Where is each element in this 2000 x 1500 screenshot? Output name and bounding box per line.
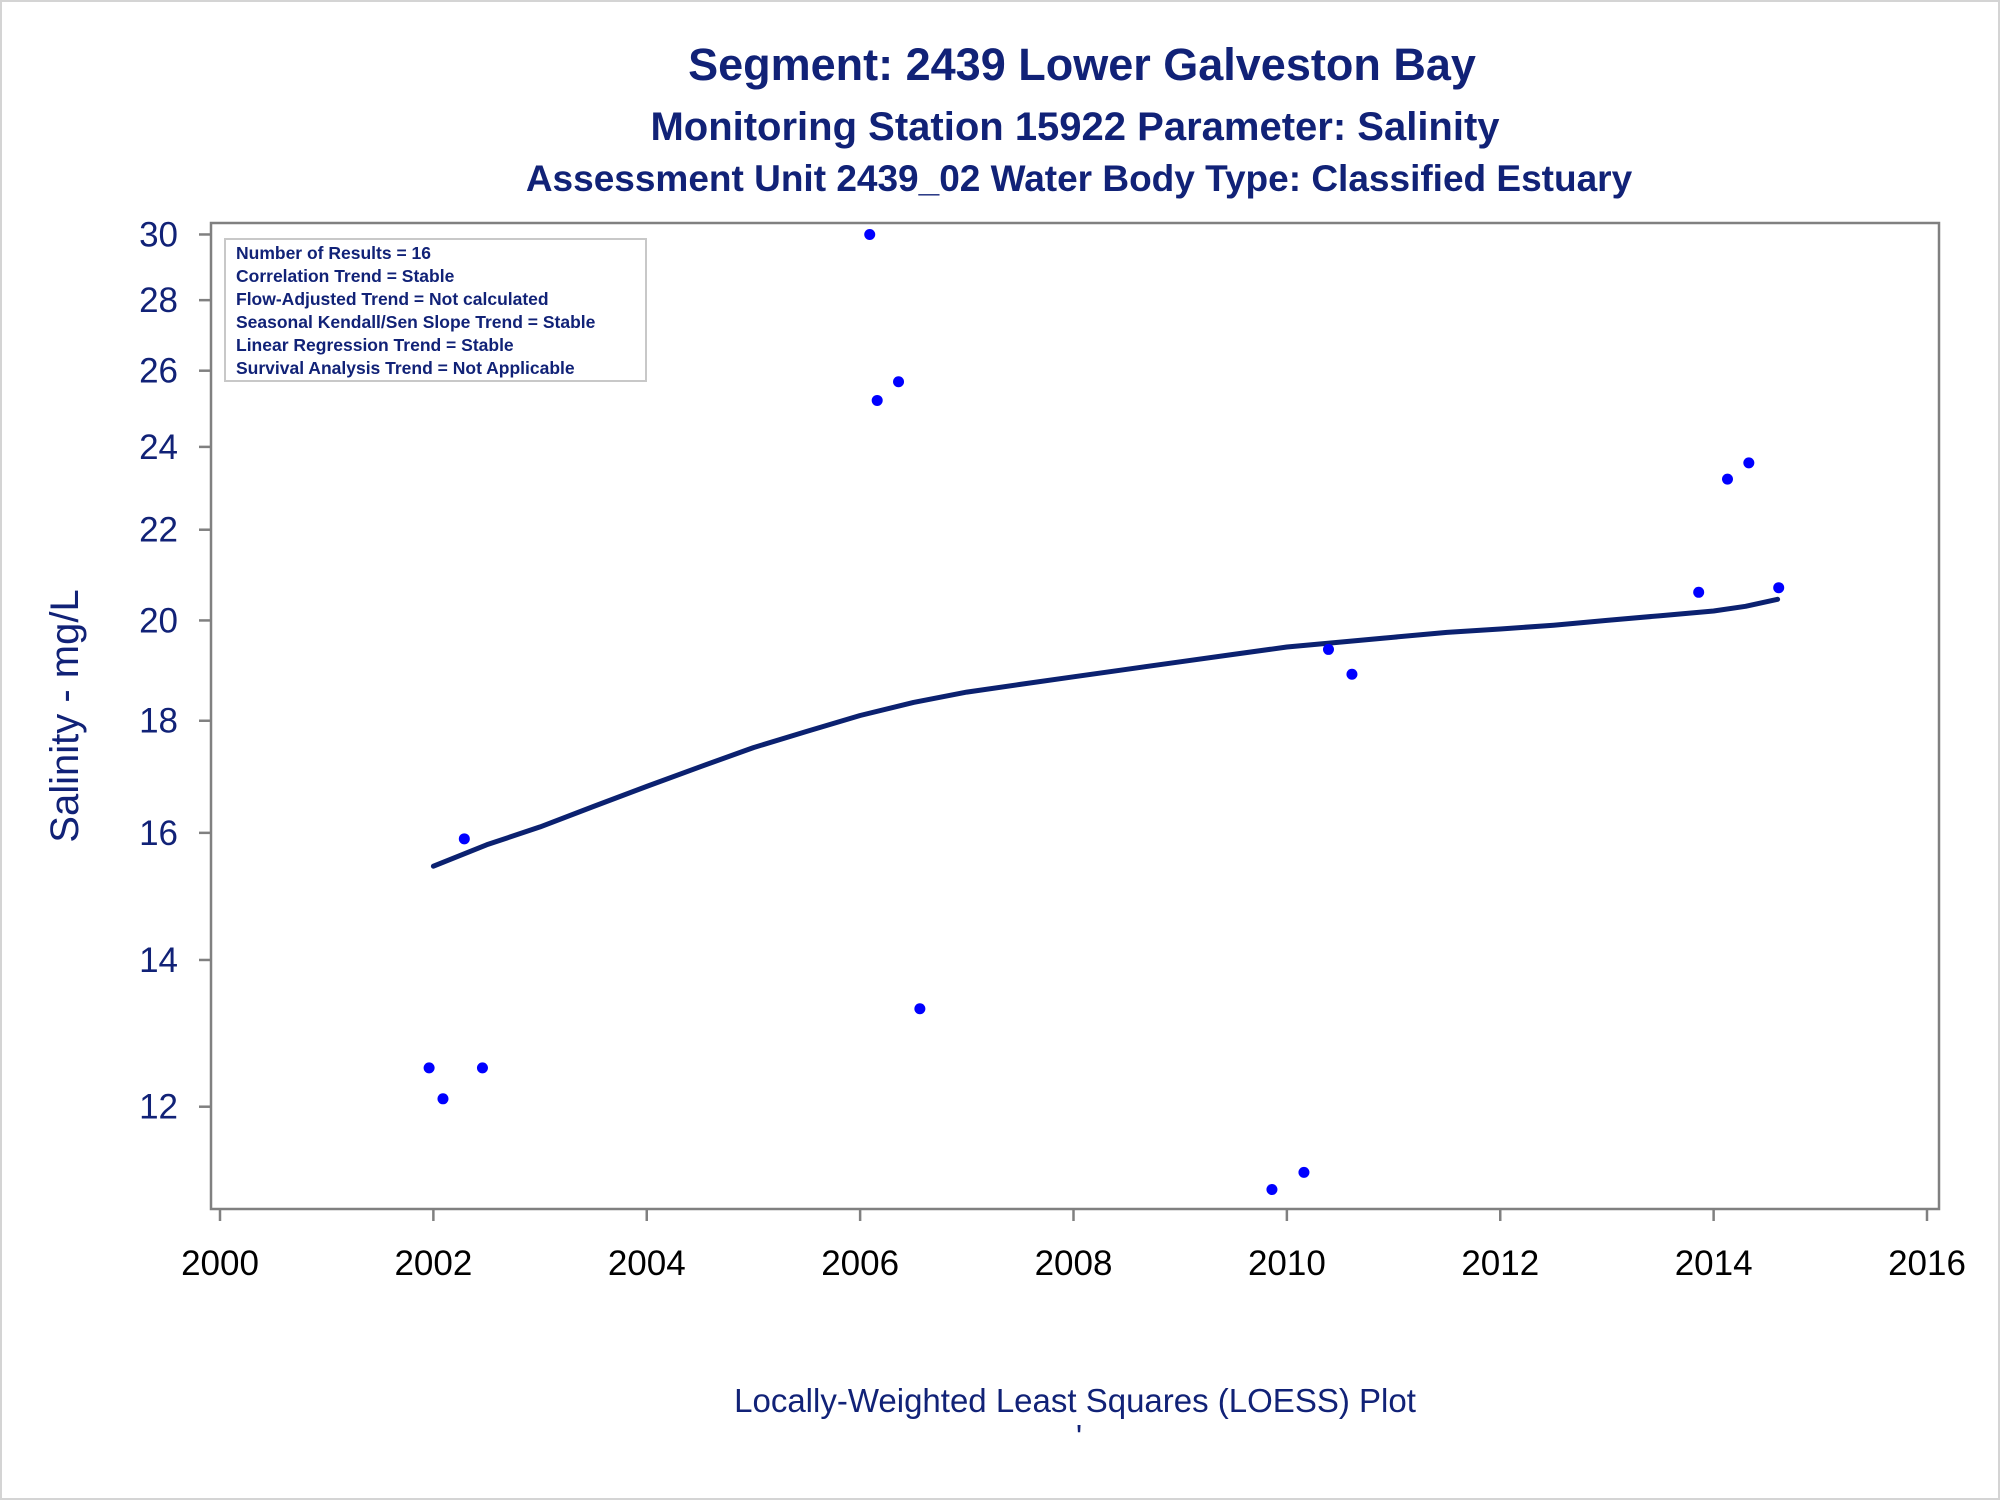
data-point: [1346, 668, 1358, 680]
data-point: [893, 376, 905, 388]
y-tick-label: 24: [139, 428, 178, 467]
y-axis-label: Salinity - mg/L: [43, 589, 87, 842]
data-point: [1266, 1184, 1278, 1196]
data-point: [871, 394, 883, 406]
stat-flow-adjusted-trend: Flow-Adjusted Trend = Not calculated: [236, 289, 549, 309]
data-point: [423, 1062, 435, 1074]
x-tick-label: 2004: [608, 1244, 686, 1283]
x-tick-label: 2016: [1888, 1244, 1966, 1283]
data-point: [437, 1093, 449, 1105]
x-tick-label: 2010: [1248, 1244, 1326, 1283]
y-tick-label: 20: [139, 601, 178, 640]
data-point: [914, 1003, 926, 1015]
x-axis: 2000 2002 2004 2006 2008 2010 2012 2014 2016: [181, 1209, 1966, 1283]
y-tick-label: 28: [139, 281, 178, 320]
stat-survival-analysis-trend: Survival Analysis Trend = Not Applicable: [236, 358, 575, 378]
data-point: [1773, 582, 1785, 594]
loess-curve: [430, 596, 1781, 869]
y-tick-label: 16: [139, 814, 178, 853]
footnote: Locally-Weighted Least Squares (LOESS) P…: [734, 1382, 1416, 1419]
x-tick-label: 2014: [1675, 1244, 1753, 1283]
stat-number-of-results: Number of Results = 16: [236, 243, 431, 263]
y-tick-label: 26: [139, 352, 178, 391]
data-point: [1693, 586, 1705, 598]
stat-correlation-trend: Correlation Trend = Stable: [236, 266, 455, 286]
y-tick-label: 14: [139, 941, 178, 980]
x-tick-label: 2008: [1035, 1244, 1113, 1283]
y-tick-label: 22: [139, 511, 178, 550]
stats-box: [224, 238, 647, 382]
data-point: [458, 833, 470, 845]
data-point: [864, 228, 876, 240]
y-tick-label: 18: [139, 702, 178, 741]
chart-subtitle-2: Assessment Unit 2439_02 Water Body Type:…: [526, 158, 1633, 199]
stat-seasonal-kendall-trend: Seasonal Kendall/Sen Slope Trend = Stabl…: [236, 312, 596, 332]
x-tick-label: 2012: [1461, 1244, 1539, 1283]
plot-area-border: [209, 221, 1941, 1211]
y-tick-label: 12: [139, 1088, 178, 1127]
data-point: [1743, 457, 1755, 469]
chart-subtitle: Monitoring Station 15922 Parameter: Sali…: [650, 105, 1500, 149]
x-tick-label: 2000: [181, 1244, 259, 1283]
x-tick-label: 2002: [394, 1244, 472, 1283]
chart-title: Segment: 2439 Lower Galveston Bay: [688, 39, 1476, 90]
x-tick-label: 2006: [821, 1244, 899, 1283]
footnote-mark: ': [1076, 1418, 1082, 1455]
data-point: [1298, 1166, 1310, 1178]
data-point: [1322, 643, 1334, 655]
y-axis: 12 14 16 18 20 22 24 26 28 30: [139, 215, 211, 1127]
data-point: [1721, 473, 1733, 485]
stat-linear-regression-trend: Linear Regression Trend = Stable: [236, 335, 514, 355]
y-tick-label: 30: [139, 215, 178, 254]
data-points: [423, 228, 1785, 1196]
data-point: [476, 1062, 488, 1074]
